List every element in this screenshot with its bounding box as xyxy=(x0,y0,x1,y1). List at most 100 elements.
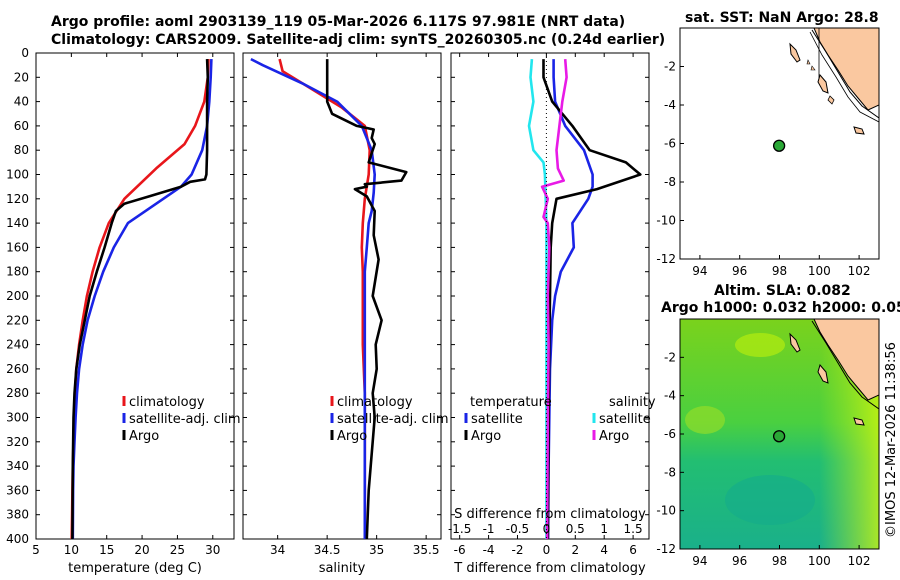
difference-legend-s-label: Argo xyxy=(599,429,629,444)
sst_map-ytick-label: -12 xyxy=(656,252,676,266)
difference-xtick-label: 4 xyxy=(600,543,608,557)
difference-xlabel: T difference from climatology xyxy=(453,561,646,576)
difference-xtick-label: 2 xyxy=(571,543,579,557)
sla-map-title-line2: Argo h1000: 0.032 h2000: 0.05 xyxy=(661,300,900,316)
sst_map-ytick-label: -2 xyxy=(664,60,676,74)
depth-tick-label: 200 xyxy=(6,289,29,303)
depth-tick-label: 180 xyxy=(6,265,29,279)
sla_map-xtick-label: 102 xyxy=(848,554,871,568)
salinity-xlabel: salinity xyxy=(319,561,366,576)
depth-tick-label: 40 xyxy=(14,95,29,109)
sst_map-xtick-label: 94 xyxy=(692,264,707,278)
sst_map-ytick-label: -4 xyxy=(664,98,676,112)
temperature-xtick-label: 20 xyxy=(134,543,149,557)
depth-tick-label: 280 xyxy=(6,386,29,400)
sst_map-xtick-label: 102 xyxy=(848,264,871,278)
temperature-xtick-label: 10 xyxy=(64,543,79,557)
difference-legend-t-label: Argo xyxy=(471,429,501,444)
sst_map-xtick-label: 96 xyxy=(732,264,747,278)
salinity-legend-label: Argo xyxy=(337,429,367,444)
sla_map-ytick-label: -4 xyxy=(664,389,676,403)
sla_map-xtick-label: 94 xyxy=(692,554,707,568)
temperature-xlabel: temperature (deg C) xyxy=(68,561,202,576)
depth-tick-label: 320 xyxy=(6,435,29,449)
sla_map-float-marker xyxy=(772,430,786,443)
difference-xtick2-label: 1 xyxy=(600,522,608,536)
depth-tick-label: 100 xyxy=(6,168,29,182)
sla_map-ytick-label: -12 xyxy=(656,542,676,556)
salinity-xtick-label: 35.5 xyxy=(413,543,440,557)
depth-tick-label: 0 xyxy=(21,46,29,60)
figure-title-line2: Climatology: CARS2009. Satellite-adj cli… xyxy=(51,32,666,48)
sst_map-xtick-label: 98 xyxy=(772,264,787,278)
depth-tick-label: 60 xyxy=(14,119,29,133)
salinity-xtick-label: 35 xyxy=(369,543,384,557)
temperature-xtick-label: 25 xyxy=(170,543,185,557)
depth-tick-label: 380 xyxy=(6,508,29,522)
depth-tick-label: 20 xyxy=(14,70,29,84)
difference-legend-t-title: temperature xyxy=(470,395,552,410)
sst_map-ytick-label: -6 xyxy=(664,137,676,151)
imos-watermark: ©IMOS 12-Mar-2026 11:38:56 xyxy=(884,342,899,538)
difference-xtick2-label: -1 xyxy=(483,522,495,536)
sla_map-ytick-label: -2 xyxy=(664,350,676,364)
temperature-xtick-label: 5 xyxy=(32,543,40,557)
difference-xlabel2: S difference from climatology xyxy=(454,507,646,522)
depth-tick-label: 160 xyxy=(6,240,29,254)
difference-xtick-label: 0 xyxy=(543,543,551,557)
depth-tick-label: 240 xyxy=(6,338,29,352)
difference-legend-t-label: satellite xyxy=(471,412,523,427)
figure-title-line1: Argo profile: aoml 2903139_119 05-Mar-20… xyxy=(51,14,626,30)
sst_map-ytick-label: -8 xyxy=(664,175,676,189)
difference-xtick-label: 6 xyxy=(629,543,637,557)
temperature-legend-label: satellite-adj. clim xyxy=(129,412,241,427)
difference-legend-s-title: salinity xyxy=(609,395,656,410)
depth-tick-label: 300 xyxy=(6,411,29,425)
difference-xtick-label: -4 xyxy=(483,543,495,557)
difference-series-s-argo xyxy=(540,59,568,540)
difference-xtick2-label: -0.5 xyxy=(506,522,529,536)
temperature-xtick-label: 15 xyxy=(99,543,114,557)
difference-xtick2-label: 0.5 xyxy=(566,522,585,536)
depth-tick-label: 140 xyxy=(6,216,29,230)
sla_map-xtick-label: 96 xyxy=(732,554,747,568)
depth-tick-label: 220 xyxy=(6,313,29,327)
difference-xtick-label: -2 xyxy=(511,543,523,557)
island-nias xyxy=(817,73,829,94)
salinity-xtick-label: 34 xyxy=(270,543,285,557)
sst-map-title: sat. SST: NaN Argo: 28.8 xyxy=(685,10,879,26)
temperature-series-argo xyxy=(71,59,210,540)
depth-tick-label: 260 xyxy=(6,362,29,376)
difference-xtick-label: -6 xyxy=(454,543,466,557)
sla_map-ytick-label: -8 xyxy=(664,465,676,479)
difference-xtick2-label: 0 xyxy=(543,522,551,536)
temperature-series-satellite-adj-clim xyxy=(71,59,213,540)
salinity-xtick-label: 34.5 xyxy=(314,543,341,557)
difference-legend-s-label: satellite xyxy=(599,412,651,427)
sla_map-xtick-label: 100 xyxy=(808,554,831,568)
depth-tick-label: 340 xyxy=(6,459,29,473)
depth-tick-label: 400 xyxy=(6,532,29,546)
salinity-series-satellite-adj-clim xyxy=(250,57,377,539)
temperature-legend-label: Argo xyxy=(129,429,159,444)
sla_map-xtick-label: 98 xyxy=(772,554,787,568)
salinity-axes-box xyxy=(242,52,442,540)
salinity-series-argo xyxy=(325,59,408,540)
sla_map-ytick-label: -6 xyxy=(664,427,676,441)
sla_map-ytick-label: -10 xyxy=(656,504,676,518)
salinity-legend-label: climatology xyxy=(337,395,413,410)
sst_map-float-marker xyxy=(772,139,786,152)
difference-series-s-satellite xyxy=(527,59,548,539)
depth-tick-label: 120 xyxy=(6,192,29,206)
sst_map-xtick-label: 100 xyxy=(808,264,831,278)
sst_map-ytick-label: -10 xyxy=(656,214,676,228)
sla-map-background xyxy=(680,319,879,549)
temperature-legend-label: climatology xyxy=(129,395,205,410)
salinity-legend-label: satellite-adj. clim xyxy=(337,412,449,427)
depth-tick-label: 80 xyxy=(14,143,29,157)
temperature-axes-box xyxy=(35,52,235,540)
temperature-xtick-label: 30 xyxy=(205,543,220,557)
island-simeulue xyxy=(789,42,801,63)
difference-xtick2-label: 1.5 xyxy=(624,522,643,536)
